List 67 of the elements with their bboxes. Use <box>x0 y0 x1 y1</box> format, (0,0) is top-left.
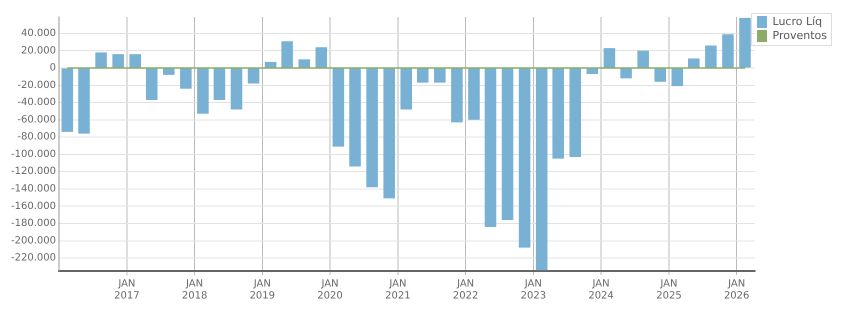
bar <box>264 62 276 68</box>
bar <box>569 68 582 157</box>
bar <box>180 68 192 89</box>
y-tick-label: -220.000 <box>10 252 56 264</box>
bar <box>129 54 141 68</box>
bar <box>552 68 564 159</box>
bar <box>146 68 158 100</box>
bar <box>62 68 74 132</box>
bar <box>349 68 361 166</box>
bar <box>163 68 175 75</box>
y-tick-label: 40.000 <box>20 28 56 40</box>
bar <box>416 68 429 83</box>
bar <box>400 68 412 110</box>
bar <box>604 48 616 68</box>
bar <box>112 54 124 68</box>
bar <box>332 68 344 147</box>
bar <box>298 59 310 68</box>
legend-label: Lucro Líq <box>772 14 822 28</box>
x-tick-label: JAN 2021 <box>385 278 411 302</box>
bar <box>536 68 548 270</box>
y-tick-label: -20.000 <box>17 80 56 91</box>
y-tick-label: -120.000 <box>10 166 56 178</box>
bar <box>722 34 734 68</box>
y-tick-label: -80.000 <box>17 132 56 143</box>
x-tick-label: JAN 2018 <box>182 278 208 302</box>
bar <box>434 68 446 83</box>
bar <box>281 41 293 68</box>
bar <box>316 47 328 68</box>
y-tick-label: 20.000 <box>20 45 56 56</box>
bar <box>672 68 684 86</box>
legend-label: Proventos <box>772 28 828 42</box>
x-tick-label: JAN 2022 <box>452 278 478 302</box>
bar <box>366 68 378 188</box>
y-tick-label: -200.000 <box>10 235 56 246</box>
bar <box>95 52 107 68</box>
bar <box>197 68 209 114</box>
bar <box>637 50 649 68</box>
bar <box>586 68 598 74</box>
y-tick-label: -60.000 <box>17 114 56 126</box>
x-tick-label: JAN 2023 <box>520 278 546 302</box>
y-tick-label: -180.000 <box>10 218 56 230</box>
bar <box>620 68 632 78</box>
y-tick-label: -160.000 <box>10 200 56 212</box>
x-tick-label: JAN 2020 <box>317 278 343 302</box>
x-tick-label: JAN 2024 <box>588 278 614 302</box>
bar <box>451 68 463 122</box>
bar <box>654 68 666 82</box>
bar <box>214 68 226 100</box>
bar <box>78 68 90 134</box>
bar <box>688 58 700 68</box>
y-tick-label: 0 <box>50 62 56 74</box>
x-tick-label: JAN 2025 <box>656 278 682 302</box>
bar <box>484 68 496 227</box>
bar <box>230 68 242 110</box>
bar <box>468 68 480 120</box>
bar <box>739 18 751 68</box>
bar <box>705 46 717 68</box>
x-tick-label: JAN 2026 <box>724 278 750 302</box>
bar <box>383 68 395 198</box>
y-tick-label: -140.000 <box>10 184 56 195</box>
y-tick-label: -100.000 <box>10 148 56 160</box>
x-tick-label: JAN 2019 <box>250 278 276 302</box>
x-tick-label: JAN 2017 <box>114 278 140 302</box>
bar <box>248 68 260 84</box>
bar <box>502 68 514 220</box>
bar <box>518 68 530 248</box>
y-tick-label: -40.000 <box>17 97 56 108</box>
